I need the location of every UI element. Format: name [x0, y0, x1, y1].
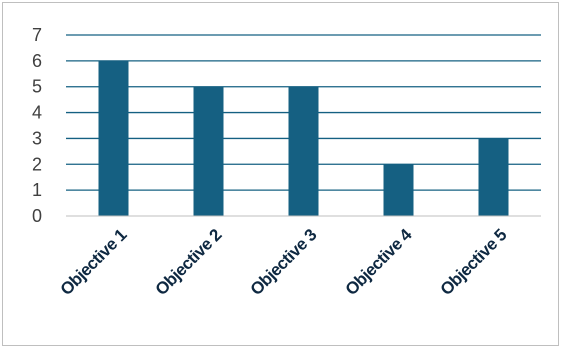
x-tick-label: Objective 5 [437, 225, 511, 299]
bar-objective-4 [383, 164, 414, 216]
bar-objective-1 [98, 60, 129, 216]
y-tick-label: 5 [32, 77, 42, 97]
y-axis-tick-labels: 0 1 2 3 4 5 6 7 [32, 25, 42, 226]
bar-objective-2 [193, 86, 224, 216]
bar-objective-3 [288, 86, 319, 216]
x-axis-category-labels: Objective 1 Objective 2 Objective 3 Objecti… [57, 225, 511, 299]
y-tick-label: 0 [32, 206, 42, 226]
y-tick-label: 3 [32, 128, 42, 148]
y-tick-label: 1 [32, 180, 42, 200]
x-tick-label: Objective 3 [247, 225, 321, 299]
y-tick-label: 6 [32, 51, 42, 71]
bars [98, 60, 509, 216]
chart-frame [2, 2, 559, 346]
bar-objective-5 [478, 138, 509, 216]
y-tick-label: 2 [32, 154, 42, 174]
x-tick-label: Objective 1 [57, 225, 131, 299]
y-tick-label: 4 [32, 103, 42, 123]
x-tick-label: Objective 2 [152, 225, 226, 299]
y-tick-label: 7 [32, 25, 42, 45]
x-tick-label: Objective 4 [342, 225, 416, 299]
